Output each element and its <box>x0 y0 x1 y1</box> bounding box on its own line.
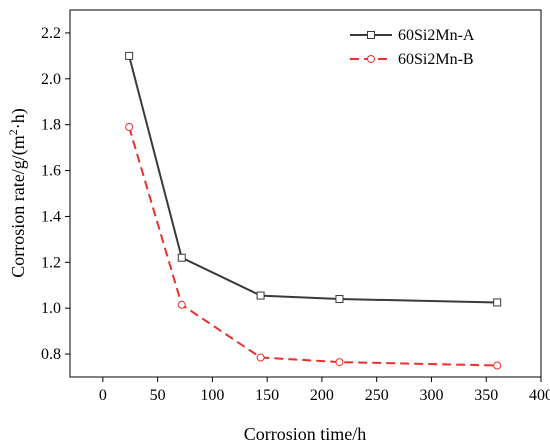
y-tick-label: 1.2 <box>41 254 61 271</box>
data-point-circle <box>335 358 344 367</box>
x-tick-label: 50 <box>150 387 166 404</box>
y-tick-label: 1.0 <box>41 300 61 317</box>
y-axis-title: Corrosion rate/g/(m2·h) <box>6 108 29 277</box>
y-tick-label: 1.8 <box>41 117 61 134</box>
data-point-square <box>125 51 134 60</box>
data-point-circle <box>177 300 186 309</box>
data-point-square <box>256 291 265 300</box>
data-point-circle <box>125 122 134 131</box>
x-tick-label: 200 <box>310 387 334 404</box>
x-tick-label: 150 <box>255 387 279 404</box>
data-point-circle <box>493 361 502 370</box>
legend: 60Si2Mn-A 60Si2Mn-B <box>350 27 475 68</box>
plot-frame <box>69 9 542 378</box>
y-axis-title-superscript: 2 <box>6 129 20 135</box>
data-point-circle <box>256 353 265 362</box>
legend-marker-square <box>367 31 375 39</box>
x-tick-label: 100 <box>200 387 224 404</box>
data-point-square <box>177 253 186 262</box>
series-layer <box>125 51 502 370</box>
x-axis-title: Corrosion time/h <box>244 424 367 444</box>
legend-label-2: 60Si2Mn-B <box>398 51 474 68</box>
data-point-square <box>335 295 344 304</box>
x-tick-label: 0 <box>99 387 107 404</box>
data-point-square <box>493 298 502 307</box>
series-line-2 <box>128 126 498 367</box>
y-tick-label: 1.4 <box>41 208 61 225</box>
y-tick-label: 2.0 <box>41 71 61 88</box>
x-tick-label: 350 <box>474 387 498 404</box>
y-tick-label: 0.8 <box>41 346 61 363</box>
series-line-1 <box>128 55 498 304</box>
legend-label-1: 60Si2Mn-A <box>398 27 475 44</box>
legend-marker-circle <box>367 55 375 63</box>
x-tick-label: 300 <box>419 387 443 404</box>
y-axis-ticks: 0.8 1.0 1.2 1.4 1.6 1.8 2.0 2.2 <box>41 25 70 363</box>
y-tick-label: 1.6 <box>41 163 61 180</box>
y-tick-label: 2.2 <box>41 25 61 42</box>
x-axis-ticks: 0 50 100 150 200 250 300 350 400 <box>99 377 550 404</box>
x-tick-label: 400 <box>529 387 550 404</box>
x-tick-label: 250 <box>365 387 389 404</box>
